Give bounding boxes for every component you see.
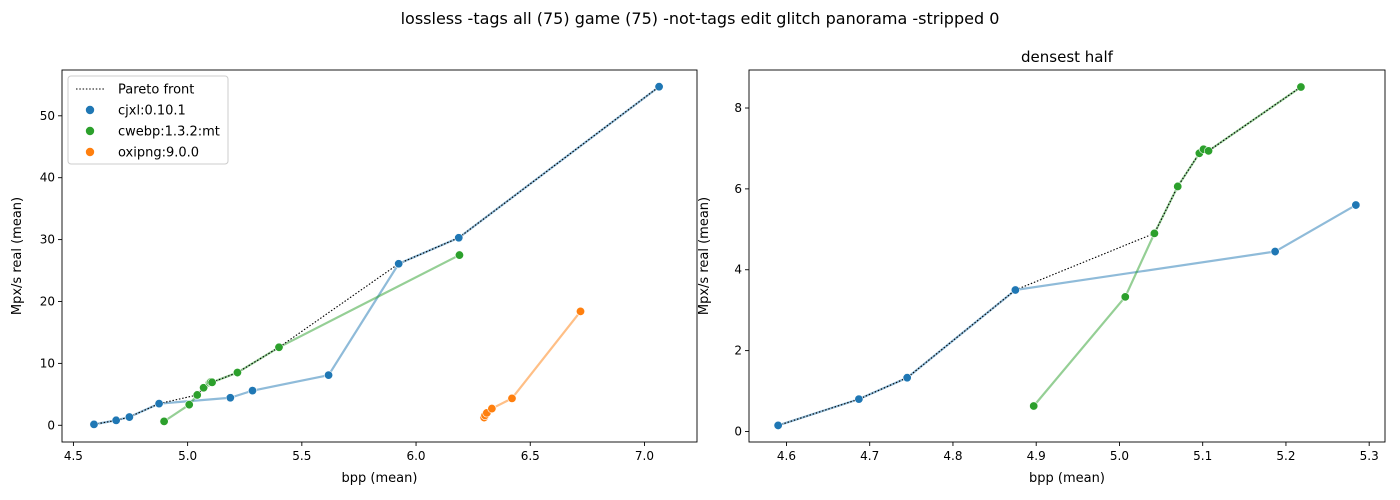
chart-1-point-oxipng-9-0-0 <box>576 306 586 316</box>
chart-2-point-cjxl-0-10-1 <box>902 373 912 383</box>
chart-1-point-cwebp-1-3-2-mt <box>207 377 217 387</box>
chart-2-point-cwebp-1-3-2-mt <box>1204 146 1214 156</box>
chart-1-x-tick-label: 6.0 <box>406 449 425 463</box>
chart-2-point-cwebp-1-3-2-mt <box>1120 292 1130 302</box>
chart-1-point-cjxl-0-10-1 <box>111 415 121 425</box>
chart-1-y-tick-label: 20 <box>40 294 55 308</box>
chart-2-point-cwebp-1-3-2-mt <box>1173 181 1183 191</box>
left-chart-panel: 4.5 5.0 5.5 6.0 6.5 7.0 0 10 20 30 40 50 bpp (mean) M… <box>10 69 698 486</box>
chart-2-y-tick-label: 8 <box>734 101 742 115</box>
chart-1-legend: Pareto front cjxl:0.10.1 cwebp:1.3.2:mt oxi… <box>67 75 229 165</box>
chart-2-y-tick-label: 4 <box>734 263 742 277</box>
chart-2-series-line-cwebp-1-3-2-mt <box>1032 86 1302 407</box>
chart-1-x-axis-label: bpp (mean) <box>342 471 418 486</box>
chart-1-point-cjxl-0-10-1 <box>248 386 258 396</box>
chart-2-point-cjxl-0-10-1 <box>1351 200 1361 210</box>
chart-1-axes-frame <box>61 69 698 443</box>
chart-2-x-tick-label: 5.3 <box>1360 449 1379 463</box>
legend-label-cjxl-0-10-1: cjxl:0.10.1 <box>118 104 186 119</box>
legend-marker-cwebp-1-3-2-mt <box>85 126 95 136</box>
chart-1-point-cjxl-0-10-1 <box>124 412 134 422</box>
chart-2-point-cwebp-1-3-2-mt <box>1149 228 1159 238</box>
chart-1-point-cwebp-1-3-2-mt <box>184 400 194 410</box>
legend-box <box>67 75 229 165</box>
chart-1-point-cwebp-1-3-2-mt <box>274 342 284 352</box>
chart-1-point-oxipng-9-0-0 <box>487 404 497 414</box>
chart-2-x-tick-label: 5.0 <box>1110 449 1129 463</box>
chart-2-pareto-front-line <box>777 86 1302 426</box>
legend-label-oxipng-9-0-0: oxipng:9.0.0 <box>118 146 199 161</box>
chart-1-series-line-cwebp-1-3-2-mt <box>163 254 460 423</box>
chart-1-y-tick-label: 40 <box>40 171 55 185</box>
chart-1-x-tick-label: 5.0 <box>178 449 197 463</box>
chart-2-y-tick-label: 0 <box>734 424 742 438</box>
legend-marker-oxipng-9-0-0 <box>85 147 95 157</box>
legend-label-cwebp-1-3-2-mt: cwebp:1.3.2:mt <box>118 125 220 140</box>
legend-marker-cjxl-0-10-1 <box>85 105 95 115</box>
chart-2-y-axis-label: Mpx/s real (mean) <box>697 197 712 315</box>
chart-1-x-tick-label: 7.0 <box>635 449 654 463</box>
chart-2-x-axis-label: bpp (mean) <box>1029 471 1105 486</box>
chart-1-point-cjxl-0-10-1 <box>654 82 664 92</box>
chart-1-point-cwebp-1-3-2-mt <box>199 383 209 393</box>
chart-1-point-cjxl-0-10-1 <box>154 399 164 409</box>
chart-1-point-oxipng-9-0-0 <box>507 393 517 403</box>
chart-2-axes-frame <box>748 69 1386 443</box>
chart-1-point-cjxl-0-10-1 <box>89 419 99 429</box>
chart-1-point-cwebp-1-3-2-mt <box>192 390 202 400</box>
chart-2-series-line-cjxl-0-10-1 <box>777 204 1357 427</box>
chart-2-x-tick-label: 4.6 <box>777 449 796 463</box>
chart-1-point-cwebp-1-3-2-mt <box>454 250 464 260</box>
legend-label-pareto-front: Pareto front <box>118 83 194 98</box>
chart-1-x-tick-label: 5.5 <box>292 449 311 463</box>
chart-2-point-cwebp-1-3-2-mt <box>1029 401 1039 411</box>
chart-1-series-line-cjxl-0-10-1 <box>93 85 660 426</box>
chart-1-point-cjxl-0-10-1 <box>394 259 404 269</box>
chart-2-x-tick-label: 4.9 <box>1027 449 1046 463</box>
right-chart-panel: 4.6 4.7 4.8 4.9 5.0 5.1 5.2 5.3 0 2 4 6 8 bpp (mean) M… <box>697 48 1386 486</box>
figure-title: lossless -tags all (75) game (75) -not-t… <box>401 9 1000 28</box>
chart-1-point-cwebp-1-3-2-mt <box>159 416 169 426</box>
chart-2-point-cjxl-0-10-1 <box>773 420 783 430</box>
chart-2-point-cjxl-0-10-1 <box>854 394 864 404</box>
chart-2-point-cjxl-0-10-1 <box>1270 247 1280 257</box>
chart-1-x-tick-label: 4.5 <box>64 449 83 463</box>
chart-1-point-cjxl-0-10-1 <box>454 233 464 243</box>
chart-1-y-axis-label: Mpx/s real (mean) <box>10 197 25 315</box>
chart-2-y-tick-label: 2 <box>734 344 742 358</box>
chart-1-series-line-oxipng-9-0-0 <box>483 310 582 418</box>
chart-2-y-tick-label: 6 <box>734 182 742 196</box>
chart-1-y-tick-label: 50 <box>40 109 55 123</box>
chart-2-x-tick-label: 4.7 <box>860 449 879 463</box>
chart-1-point-cjxl-0-10-1 <box>324 370 334 380</box>
chart-1-y-tick-label: 0 <box>47 418 55 432</box>
chart-1-y-tick-label: 30 <box>40 233 55 247</box>
chart-2-x-tick-label: 5.2 <box>1276 449 1295 463</box>
chart-2-title: densest half <box>1021 48 1114 66</box>
chart-2-x-tick-label: 4.8 <box>943 449 962 463</box>
chart-2-point-cjxl-0-10-1 <box>1010 285 1020 295</box>
chart-1-point-cwebp-1-3-2-mt <box>232 368 242 378</box>
chart-1-x-tick-label: 6.5 <box>521 449 540 463</box>
chart-2-x-tick-label: 5.1 <box>1193 449 1212 463</box>
chart-2-point-cwebp-1-3-2-mt <box>1296 82 1306 92</box>
chart-1-y-tick-label: 10 <box>40 356 55 370</box>
chart-1-point-cjxl-0-10-1 <box>225 393 235 403</box>
